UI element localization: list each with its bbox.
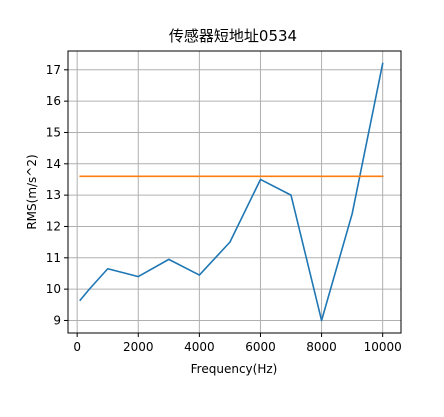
y-tick-label: 13 <box>46 188 61 202</box>
grid <box>68 51 401 333</box>
plot-frame <box>67 50 402 334</box>
y-tick-label: 14 <box>46 157 61 171</box>
y-tick-label: 17 <box>46 63 61 77</box>
y-tick-label: 11 <box>46 251 61 265</box>
y-tick-label: 9 <box>53 313 61 327</box>
y-tick-label: 15 <box>46 125 61 139</box>
x-tick-label: 6000 <box>245 340 276 354</box>
y-tick-label: 12 <box>46 219 61 233</box>
x-tick-label: 2000 <box>123 340 154 354</box>
x-tick-label: 8000 <box>306 340 337 354</box>
x-tick-label: 4000 <box>184 340 215 354</box>
chart-title: 传感器短地址0534 <box>169 27 297 45</box>
series-line-1 <box>79 62 384 322</box>
ticks: 0 2000 4000 6000 8000 10000 9 10 11 12 13 14 15 16 17 <box>46 63 402 354</box>
x-axis-title: Frequency(Hz) <box>191 362 278 376</box>
y-tick-label: 10 <box>46 282 61 296</box>
x-tick-label: 10000 <box>364 340 402 354</box>
x-tick-label: 0 <box>73 340 81 354</box>
y-axis-title: RMS(m/s^2) <box>25 154 39 229</box>
y-tick-label: 16 <box>46 94 61 108</box>
series-layer <box>79 62 384 322</box>
